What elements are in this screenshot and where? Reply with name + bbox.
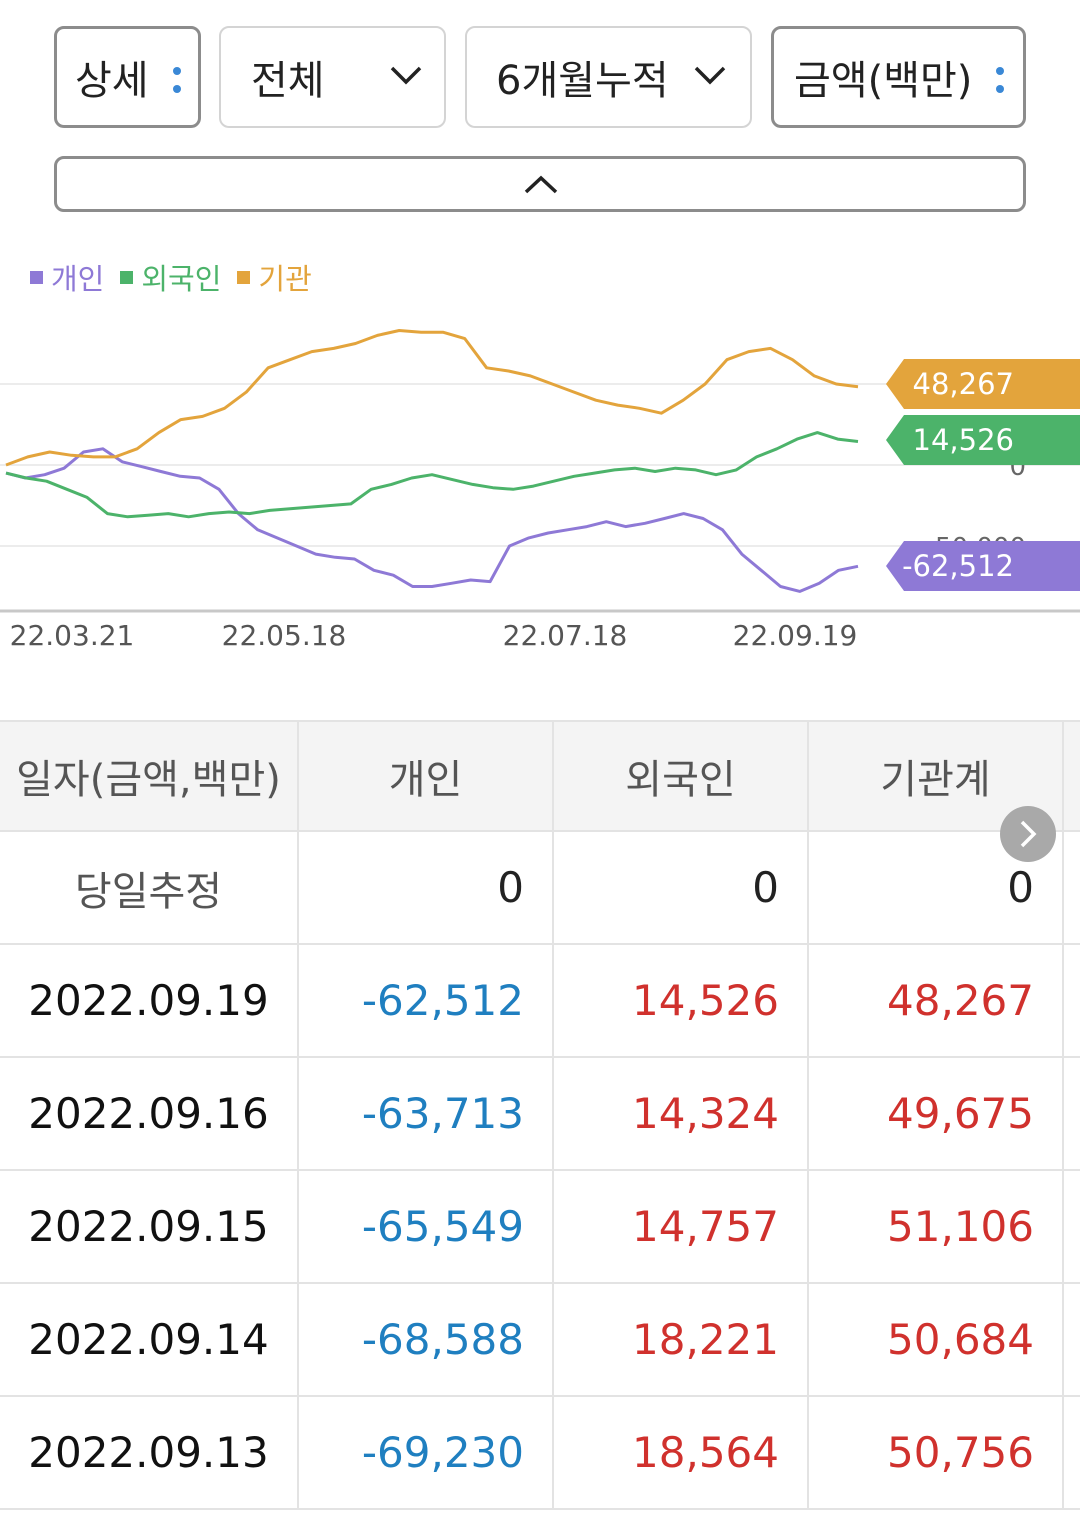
cell-date: 2022.09.15 <box>0 1171 299 1282</box>
cell-individual: -69,230 <box>299 1397 554 1508</box>
table-row: 2022.09.14 -68,588 18,221 50,684 <box>0 1284 1080 1397</box>
cell-more <box>1064 945 1080 1056</box>
last-value-label: 48,267 <box>913 367 1014 401</box>
legend-item-individual: 개인 <box>30 256 104 298</box>
legend-label: 외국인 <box>141 262 222 296</box>
x-tick-label: 22.05.18 <box>222 619 347 652</box>
cell-foreign: 18,221 <box>554 1284 809 1395</box>
series-line-0 <box>5 447 859 593</box>
cell-foreign: 14,526 <box>554 945 809 1056</box>
header-institution: 기관계 <box>809 722 1064 830</box>
legend-item-foreign: 외국인 <box>120 256 221 298</box>
investor-trend-chart: 0-50,00022.03.2122.05.1822.07.1822.09.19… <box>0 329 1080 652</box>
cell-foreign: 0 <box>554 832 809 943</box>
chevron-right-icon <box>1020 820 1037 848</box>
last-value-badge <box>886 415 1080 465</box>
filter-row: 상세 전체 6개월누적 금액(백만) <box>54 26 1026 128</box>
legend-item-institution: 기관 <box>237 256 312 298</box>
cell-individual: -68,588 <box>299 1284 554 1395</box>
cell-institution: 0 <box>809 832 1064 943</box>
cell-date: 당일추정 <box>0 832 299 943</box>
cell-foreign: 14,757 <box>554 1171 809 1282</box>
table-header: 일자(금액,백만) 개인 외국인 기관계 <box>0 720 1080 832</box>
legend-swatch <box>30 270 43 284</box>
table-row: 2022.09.16 -63,713 14,324 49,675 <box>0 1058 1080 1171</box>
cell-institution: 48,267 <box>809 945 1064 1056</box>
x-tick-label: 22.07.18 <box>503 619 628 652</box>
investor-table: 일자(금액,백만) 개인 외국인 기관계 당일추정 0 0 0 2022.09.… <box>0 720 1080 1510</box>
last-value-label: -62,512 <box>902 549 1014 583</box>
chart-legend: 개인 외국인 기관 <box>30 256 328 298</box>
series-line-1 <box>5 431 859 519</box>
last-value-badge <box>886 541 1080 591</box>
x-tick-label: 22.03.21 <box>10 619 135 652</box>
header-individual: 개인 <box>299 722 554 830</box>
collapse-chart-button[interactable] <box>54 156 1026 212</box>
cell-institution: 50,756 <box>809 1397 1064 1508</box>
cell-more <box>1064 1397 1080 1508</box>
legend-swatch <box>237 270 251 284</box>
cell-institution: 51,106 <box>809 1171 1064 1282</box>
chevron-up-icon <box>524 175 558 194</box>
last-value-label: 14,526 <box>913 423 1014 457</box>
header-more <box>1064 722 1080 830</box>
cell-date: 2022.09.13 <box>0 1397 299 1508</box>
header-date: 일자(금액,백만) <box>0 722 299 830</box>
table-row: 2022.09.19 -62,512 14,526 48,267 <box>0 945 1080 1058</box>
cell-foreign: 18,564 <box>554 1397 809 1508</box>
legend-label: 기관 <box>258 262 312 296</box>
cell-individual: -63,713 <box>299 1058 554 1169</box>
cell-date: 2022.09.19 <box>0 945 299 1056</box>
cell-date: 2022.09.14 <box>0 1284 299 1395</box>
header-foreign: 외국인 <box>554 722 809 830</box>
table-row: 당일추정 0 0 0 <box>0 832 1080 945</box>
unit-select[interactable]: 금액(백만) <box>771 26 1026 128</box>
scope-select[interactable]: 전체 <box>219 26 446 128</box>
cell-more <box>1064 1058 1080 1169</box>
legend-swatch <box>120 270 134 284</box>
legend-label: 개인 <box>51 262 105 296</box>
cell-foreign: 14,324 <box>554 1058 809 1169</box>
cell-individual: -62,512 <box>299 945 554 1056</box>
cell-institution: 49,675 <box>809 1058 1064 1169</box>
cell-more <box>1064 832 1080 943</box>
chevron-down-icon <box>390 66 422 85</box>
cell-individual: 0 <box>299 832 554 943</box>
cell-more <box>1064 1284 1080 1395</box>
unit-select-label: 금액(백만) <box>794 58 973 104</box>
period-select[interactable]: 6개월누적 <box>465 26 752 128</box>
x-tick-label: 22.09.19 <box>733 619 858 652</box>
last-value-badge <box>886 359 1080 409</box>
cell-institution: 50,684 <box>809 1284 1064 1395</box>
cell-date: 2022.09.16 <box>0 1058 299 1169</box>
cell-individual: -65,549 <box>299 1171 554 1282</box>
period-select-label: 6개월누적 <box>496 58 669 104</box>
scope-select-label: 전체 <box>251 58 325 104</box>
detail-select[interactable]: 상세 <box>54 26 201 128</box>
table-row: 2022.09.13 -69,230 18,564 50,756 <box>0 1397 1080 1510</box>
chevron-down-icon <box>694 66 726 85</box>
more-vert-icon <box>173 67 181 103</box>
cell-more <box>1064 1171 1080 1282</box>
scroll-right-button[interactable] <box>1000 806 1056 862</box>
more-vert-icon <box>996 67 1004 103</box>
table-row: 2022.09.15 -65,549 14,757 51,106 <box>0 1171 1080 1284</box>
series-line-2 <box>5 329 859 467</box>
detail-select-label: 상세 <box>75 58 149 104</box>
